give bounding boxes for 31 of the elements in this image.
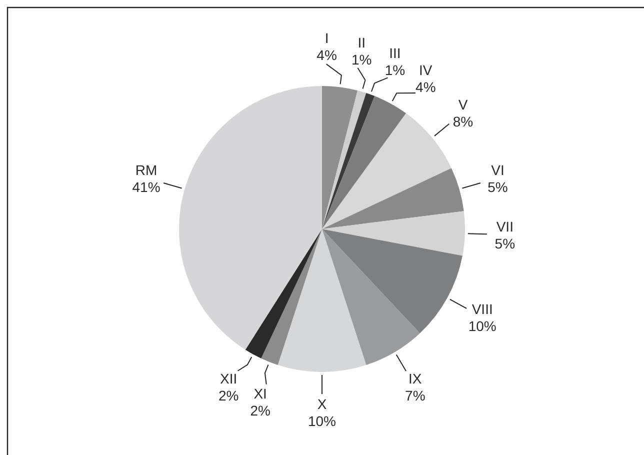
data-label: 7% <box>405 388 426 404</box>
slice-label: V <box>458 96 468 112</box>
data-label: 8% <box>452 113 474 130</box>
data-label: 4% <box>316 47 337 64</box>
slice-label: I <box>324 30 329 46</box>
slice-label: X <box>317 396 328 412</box>
data-label: 5% <box>494 236 516 252</box>
data-label: 2% <box>250 402 270 418</box>
data-label: 1% <box>384 62 406 78</box>
pie-slice <box>322 86 358 229</box>
data-label: 10% <box>308 413 336 429</box>
pie-slice <box>261 229 322 365</box>
data-label: 41% <box>132 178 160 195</box>
data-label: 10% <box>468 318 496 334</box>
slice-label: XII <box>220 370 238 386</box>
pie-slice <box>245 229 322 358</box>
pie-slice <box>322 93 375 229</box>
slice-label: IV <box>419 62 433 78</box>
slice-label: RM <box>135 162 158 178</box>
slice-label: VIII <box>472 301 493 318</box>
slice-label: XI <box>254 385 267 402</box>
pie-slice <box>322 229 420 365</box>
slice-label: IX <box>408 370 422 387</box>
slice-label: VII <box>496 218 514 235</box>
slice-label: III <box>389 45 401 62</box>
data-label: 2% <box>218 387 239 404</box>
data-label: 4% <box>416 79 436 96</box>
data-label: 5% <box>488 178 508 195</box>
data-label: 1% <box>351 51 372 68</box>
slice-label: II <box>358 34 366 50</box>
slice-label: VI <box>491 162 504 178</box>
